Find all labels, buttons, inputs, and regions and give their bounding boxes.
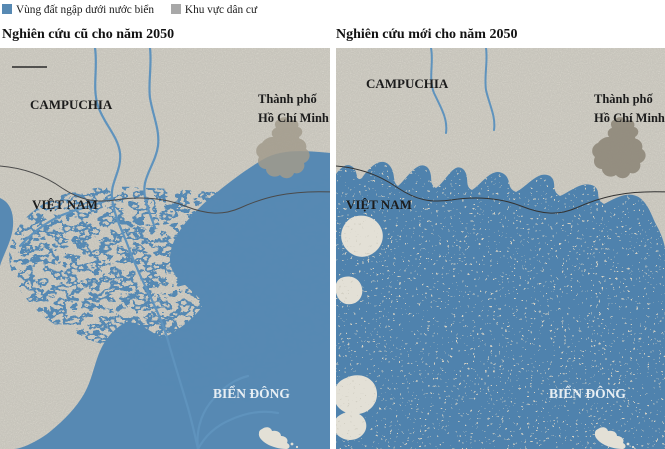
- svg-text:VIỆT NAM: VIỆT NAM: [346, 197, 412, 212]
- svg-text:BIỂN ĐÔNG: BIỂN ĐÔNG: [213, 386, 290, 401]
- svg-text:Thành phố: Thành phố: [594, 92, 653, 106]
- svg-text:Hồ Chí Minh: Hồ Chí Minh: [594, 111, 665, 125]
- svg-text:BIỂN ĐÔNG: BIỂN ĐÔNG: [549, 386, 626, 401]
- svg-text:Hồ Chí Minh: Hồ Chí Minh: [258, 111, 329, 125]
- svg-text:Thành phố: Thành phố: [258, 92, 317, 106]
- svg-text:CAMPUCHIA: CAMPUCHIA: [30, 97, 113, 112]
- svg-text:CAMPUCHIA: CAMPUCHIA: [366, 76, 449, 91]
- svg-text:VIỆT NAM: VIỆT NAM: [32, 197, 98, 212]
